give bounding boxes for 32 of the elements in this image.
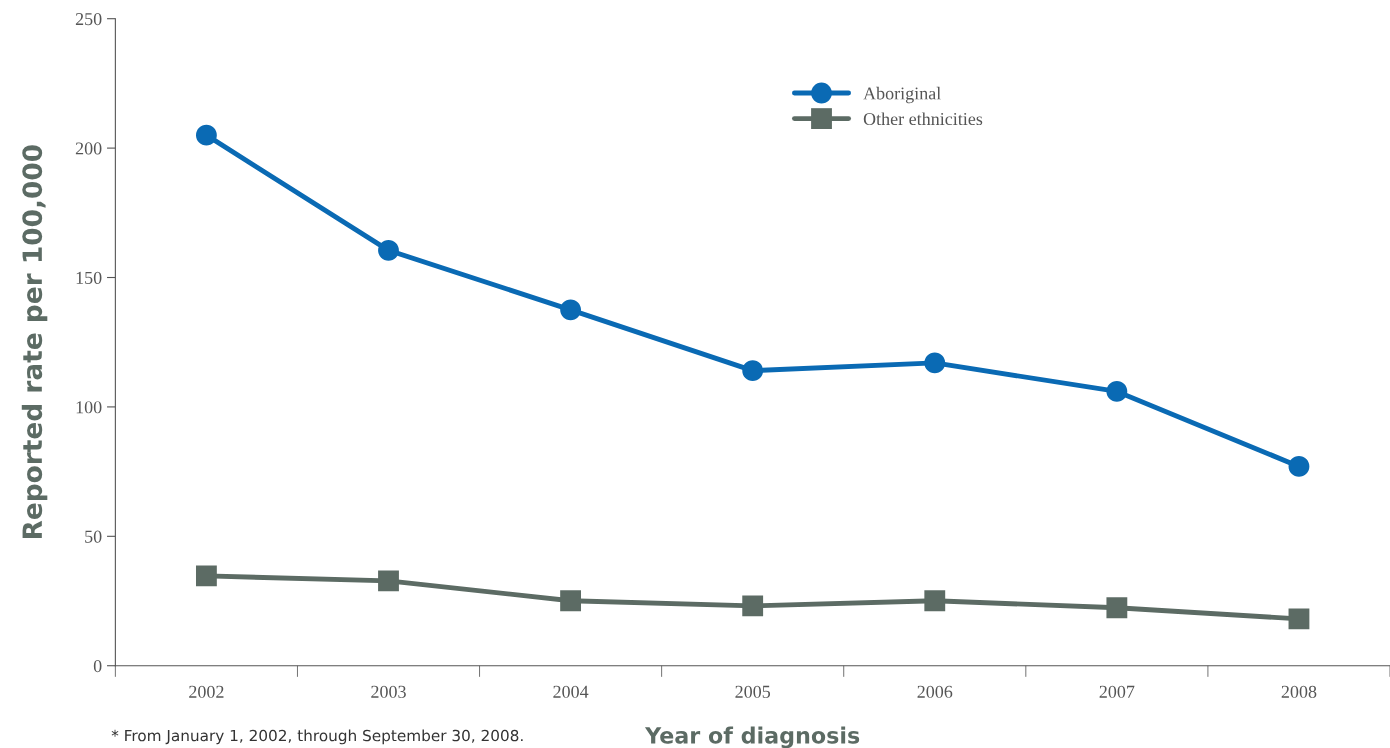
point: [1288, 456, 1310, 477]
point: [742, 595, 764, 617]
point: [196, 565, 217, 587]
point: [378, 570, 399, 592]
point: [924, 352, 946, 374]
text: * From January 1, 2002, through September 30, 2008.: [111, 729, 523, 745]
y-tick-label: 100: [76, 401, 102, 414]
y-tick-label: 0: [93, 659, 102, 673]
x-tick-label: 2005: [735, 685, 771, 698]
x-tick-label: 2008: [1281, 685, 1317, 698]
x-tick-label: 2004: [553, 685, 589, 698]
legend-label: Aboriginal: [863, 86, 941, 104]
point: [1106, 597, 1128, 619]
point: [196, 124, 217, 146]
x-tick-label: 2002: [189, 685, 224, 698]
point: [560, 590, 582, 612]
x-tick-label: 2006: [917, 685, 953, 698]
legend-label: Other ethnicities: [863, 112, 983, 126]
y-tick-label: 50: [85, 530, 102, 543]
point: [924, 590, 946, 612]
y-tick-label: 150: [76, 271, 102, 284]
point: [742, 360, 764, 382]
point: [1106, 380, 1128, 402]
y-tick-label: 250: [75, 12, 102, 26]
y-tick-label: 200: [75, 142, 102, 155]
x-tick-label: 2007: [1099, 685, 1135, 698]
point: [1288, 608, 1310, 630]
x-axis-title: Year of diagnosis: [644, 726, 860, 748]
point: [560, 299, 582, 321]
y-axis-title: Reported rate per 100,000: [21, 145, 48, 539]
x-tick-label: 2003: [371, 685, 406, 698]
point: [378, 239, 399, 261]
